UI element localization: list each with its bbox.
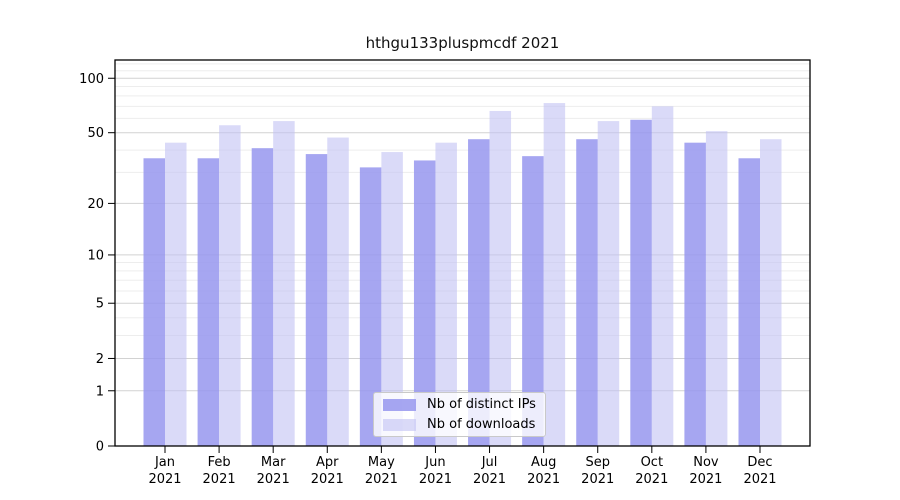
y-tick-label: 5 — [96, 297, 104, 312]
y-tick-label: 2 — [96, 352, 104, 367]
bar-downloads-apr — [327, 137, 349, 446]
x-tick-label-year: 2021 — [148, 472, 181, 487]
x-tick-label-month: Jan — [154, 455, 175, 470]
bar-distinct-ips-jan — [143, 158, 165, 446]
legend-label-downloads: Nb of downloads — [427, 417, 536, 432]
x-tick-label-year: 2021 — [311, 472, 344, 487]
x-tick-label-month: Aug — [531, 455, 556, 470]
x-tick-label-month: Jun — [424, 455, 445, 470]
x-tick-label-month: May — [368, 455, 395, 470]
x-tick-label-month: Apr — [316, 455, 339, 470]
x-tick-label-year: 2021 — [743, 472, 776, 487]
bar-downloads-aug — [543, 103, 566, 447]
y-tick-label: 100 — [79, 72, 104, 87]
legend-swatch-distinct-ips — [383, 398, 416, 411]
legend-item-distinct-ips: Nb of distinct IPs — [383, 397, 536, 412]
x-tick-label-year: 2021 — [635, 472, 668, 487]
bar-downloads-dec — [760, 139, 782, 446]
bar-distinct-ips-may — [359, 167, 382, 446]
bar-distinct-ips-dec — [738, 158, 760, 446]
bar-downloads-may — [381, 152, 403, 446]
x-tick-label-month: Mar — [261, 455, 286, 470]
x-tick-label-year: 2021 — [203, 472, 236, 487]
legend-item-downloads: Nb of downloads — [383, 417, 536, 432]
x-tick-label-year: 2021 — [473, 472, 506, 487]
chart-title: hthgu133pluspmcdf 2021 — [365, 34, 560, 52]
legend-swatch-downloads — [383, 418, 416, 431]
bar-downloads-jan — [165, 142, 187, 446]
bar-distinct-ips-apr — [305, 154, 328, 446]
x-tick-label-year: 2021 — [581, 472, 614, 487]
bar-distinct-ips-sep — [576, 139, 598, 446]
x-tick-label-month: Sep — [585, 455, 610, 470]
x-tick-label-year: 2021 — [527, 472, 560, 487]
bar-distinct-ips-aug — [522, 156, 544, 446]
bar-downloads-oct — [651, 106, 674, 447]
plot-border — [114, 59, 811, 447]
bar-distinct-ips-nov — [684, 142, 706, 446]
x-tick-label-year: 2021 — [419, 472, 452, 487]
y-tick-label: 1 — [96, 384, 104, 399]
bar-downloads-sep — [597, 121, 620, 446]
x-tick-label-month: Oct — [641, 455, 663, 470]
bar-downloads-jun — [435, 142, 457, 446]
bar-downloads-feb — [219, 125, 241, 446]
x-tick-label-month: Nov — [693, 455, 719, 470]
x-tick-label-month: Jul — [481, 455, 498, 470]
bar-distinct-ips-jun — [413, 160, 436, 446]
bar-distinct-ips-jul — [468, 139, 490, 446]
x-tick-label-month: Feb — [208, 455, 231, 470]
bar-distinct-ips-mar — [251, 148, 274, 446]
legend-label-distinct-ips: Nb of distinct IPs — [427, 397, 536, 412]
y-tick-label: 0 — [96, 440, 104, 455]
bar-downloads-jul — [489, 110, 512, 447]
y-tick-label: 10 — [87, 248, 104, 263]
legend: Nb of distinct IPs Nb of downloads — [373, 392, 546, 437]
bar-downloads-nov — [705, 131, 728, 446]
bar-downloads-mar — [273, 121, 295, 446]
y-tick-label: 50 — [87, 126, 104, 141]
x-tick-label-year: 2021 — [689, 472, 722, 487]
bar-distinct-ips-oct — [630, 119, 652, 446]
x-tick-label-month: Dec — [747, 455, 772, 470]
x-tick-label-year: 2021 — [365, 472, 398, 487]
bar-distinct-ips-feb — [197, 158, 220, 446]
x-tick-label-year: 2021 — [257, 472, 290, 487]
y-tick-label: 20 — [87, 197, 104, 212]
